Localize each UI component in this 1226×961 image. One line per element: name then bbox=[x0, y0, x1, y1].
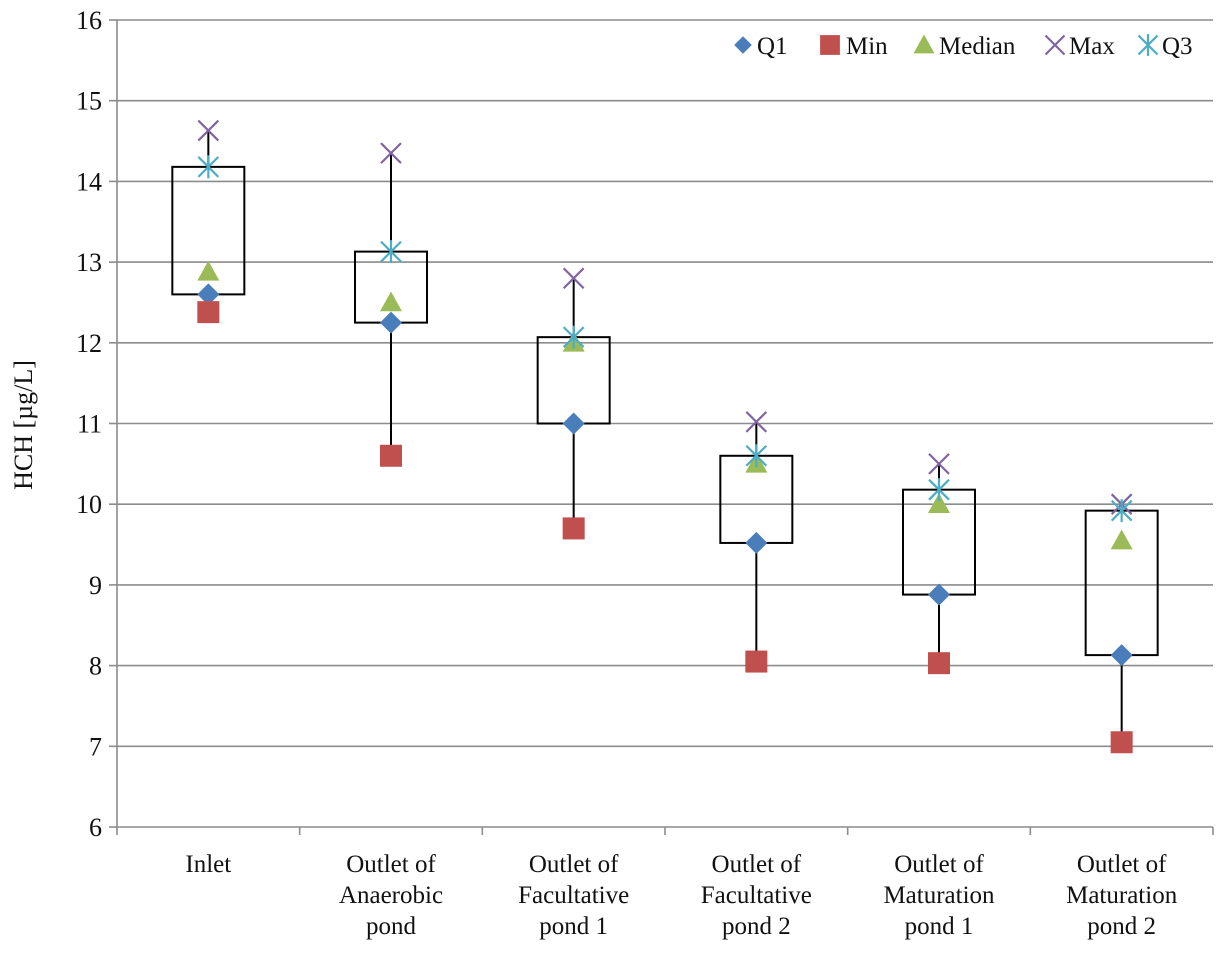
y-tick-label: 6 bbox=[89, 813, 102, 842]
x-tick-label-line: Anaerobic bbox=[339, 882, 443, 909]
marker-q1 bbox=[745, 531, 768, 554]
x-tick-label-line: Outlet of bbox=[894, 851, 984, 878]
y-tick-label: 8 bbox=[89, 652, 102, 681]
gridlines bbox=[117, 19, 1213, 748]
x-tick-label: Outlet of Maturation pond 2 bbox=[1066, 851, 1178, 940]
legend: Q1 Min Median Max Q3 bbox=[734, 33, 1193, 60]
y-tick-label: 10 bbox=[76, 490, 102, 519]
marker-median bbox=[928, 493, 950, 513]
x-tick-label-line: Facultative bbox=[518, 882, 629, 909]
marker-max bbox=[928, 453, 950, 475]
x-tick-label-line: pond 1 bbox=[539, 913, 608, 940]
x-tick-label-line: Inlet bbox=[185, 851, 231, 878]
marker-q1 bbox=[197, 283, 220, 306]
legend-label: Q3 bbox=[1162, 33, 1193, 60]
x-tick-label-line: pond 1 bbox=[905, 913, 974, 940]
legend-label: Max bbox=[1069, 33, 1115, 60]
x-tick-label-line: Outlet of bbox=[712, 851, 802, 878]
legend-marker-q3 bbox=[1137, 34, 1159, 56]
x-tick-label-line: Facultative bbox=[701, 882, 812, 909]
marker-q1 bbox=[1110, 644, 1133, 667]
marker-min bbox=[928, 652, 950, 675]
axis-labels: 6 7 8 9 10 11 12 13 14 15 16 Inlet Outlet of Anaerobi… bbox=[76, 6, 1178, 940]
marker-q3 bbox=[1110, 499, 1133, 523]
marker-max bbox=[197, 119, 220, 142]
marker-max bbox=[380, 142, 402, 164]
x-tick-label-line: Maturation bbox=[883, 882, 995, 909]
axes bbox=[109, 19, 1214, 835]
marker-min bbox=[745, 650, 768, 673]
x-tick-label: Outlet of Facultative pond 2 bbox=[701, 851, 812, 940]
y-tick-label: 11 bbox=[77, 410, 102, 439]
x-tick-label: Outlet of Anaerobic pond bbox=[339, 851, 443, 940]
marker-q1 bbox=[928, 583, 950, 606]
x-tick-label-line: pond bbox=[366, 913, 417, 940]
marker-q1 bbox=[380, 311, 402, 334]
marker-min bbox=[562, 517, 585, 540]
legend-label: Median bbox=[939, 33, 1016, 60]
x-tick-label-line: Maturation bbox=[1066, 882, 1178, 909]
legend-marker-q1 bbox=[734, 36, 752, 54]
x-tick-label: Outlet of Maturation pond 1 bbox=[883, 851, 995, 940]
marker-median bbox=[197, 260, 220, 281]
marker-q3 bbox=[745, 444, 768, 468]
legend-label: Q1 bbox=[757, 33, 788, 60]
legend-marker-median bbox=[913, 34, 935, 54]
legend-label: Min bbox=[846, 33, 888, 60]
box-plots bbox=[171, 130, 1159, 743]
y-tick-label: 16 bbox=[76, 6, 102, 35]
marker-q3 bbox=[197, 155, 220, 179]
marker-min bbox=[197, 301, 220, 324]
y-tick-label: 12 bbox=[76, 329, 102, 358]
legend-marker-min bbox=[820, 35, 840, 55]
marker-min bbox=[1110, 731, 1133, 754]
marker-q3 bbox=[380, 240, 402, 264]
marker-q3 bbox=[562, 325, 585, 349]
x-tick-label-line: Outlet of bbox=[346, 851, 436, 878]
x-tick-label-line: Outlet of bbox=[1077, 851, 1167, 878]
y-axis-label: HCH [µg/L] bbox=[9, 360, 38, 490]
legend-marker-max bbox=[1044, 34, 1066, 56]
x-tick-label: Outlet of Facultative pond 1 bbox=[518, 851, 629, 940]
x-tick-label-line: pond 2 bbox=[1087, 913, 1156, 940]
x-tick-label-line: pond 2 bbox=[722, 913, 791, 940]
x-tick-label: Inlet bbox=[185, 851, 231, 878]
marker-max bbox=[562, 267, 585, 290]
y-tick-label: 14 bbox=[76, 167, 102, 196]
marker-q1 bbox=[562, 412, 585, 435]
y-tick-label: 9 bbox=[89, 571, 102, 600]
y-tick-label: 15 bbox=[76, 87, 102, 116]
marker-max bbox=[745, 411, 768, 433]
marker-q3 bbox=[928, 478, 950, 502]
data-markers bbox=[197, 119, 1133, 754]
y-tick-label: 13 bbox=[76, 248, 102, 277]
marker-min bbox=[380, 444, 402, 467]
y-tick-label: 7 bbox=[89, 732, 102, 761]
x-tick-label-line: Outlet of bbox=[529, 851, 619, 878]
marker-median bbox=[380, 291, 402, 312]
marker-median bbox=[1110, 529, 1133, 550]
